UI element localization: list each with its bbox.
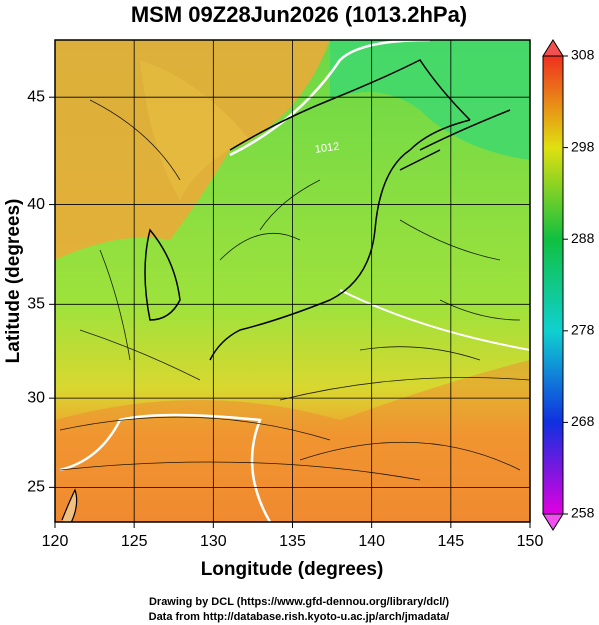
colorbar-tick-label: 308 bbox=[571, 47, 595, 63]
title: MSM 09Z28Jun2026 (1013.2hPa) bbox=[131, 2, 467, 27]
y-axis-label: Latitude (degrees) bbox=[3, 199, 24, 364]
colorbar-tick-label: 278 bbox=[571, 322, 595, 338]
colorbar-top bbox=[542, 39, 564, 57]
y-tick-label: 45 bbox=[27, 88, 45, 105]
colorbar-tick-label: 258 bbox=[571, 505, 595, 521]
footer-line: Data from http://database.rish.kyoto-u.a… bbox=[149, 611, 450, 623]
x-axis-label: Longitude (degrees) bbox=[201, 559, 384, 580]
footer-line: Drawing by DCL (https://www.gfd-dennou.o… bbox=[149, 596, 449, 608]
x-tick-label: 130 bbox=[200, 533, 227, 550]
y-tick-label: 30 bbox=[27, 389, 45, 406]
x-tick-label: 135 bbox=[279, 533, 306, 550]
contour-label: 1012 bbox=[314, 141, 340, 156]
x-tick-label: 145 bbox=[437, 533, 464, 550]
colorbar-tick-label: 288 bbox=[571, 230, 595, 246]
x-tick-label: 120 bbox=[42, 533, 69, 550]
colorbar-tick-label: 298 bbox=[571, 138, 595, 154]
y-tick-label: 25 bbox=[27, 479, 45, 496]
colorbar bbox=[542, 55, 564, 515]
colorbar-tick-label: 268 bbox=[571, 413, 595, 429]
y-tick-label: 35 bbox=[27, 296, 45, 313]
x-tick-label: 150 bbox=[517, 533, 544, 550]
x-tick-label: 125 bbox=[121, 533, 148, 550]
y-tick-label: 40 bbox=[27, 196, 45, 213]
colorbar-bottom bbox=[542, 513, 564, 531]
x-tick-label: 140 bbox=[358, 533, 385, 550]
